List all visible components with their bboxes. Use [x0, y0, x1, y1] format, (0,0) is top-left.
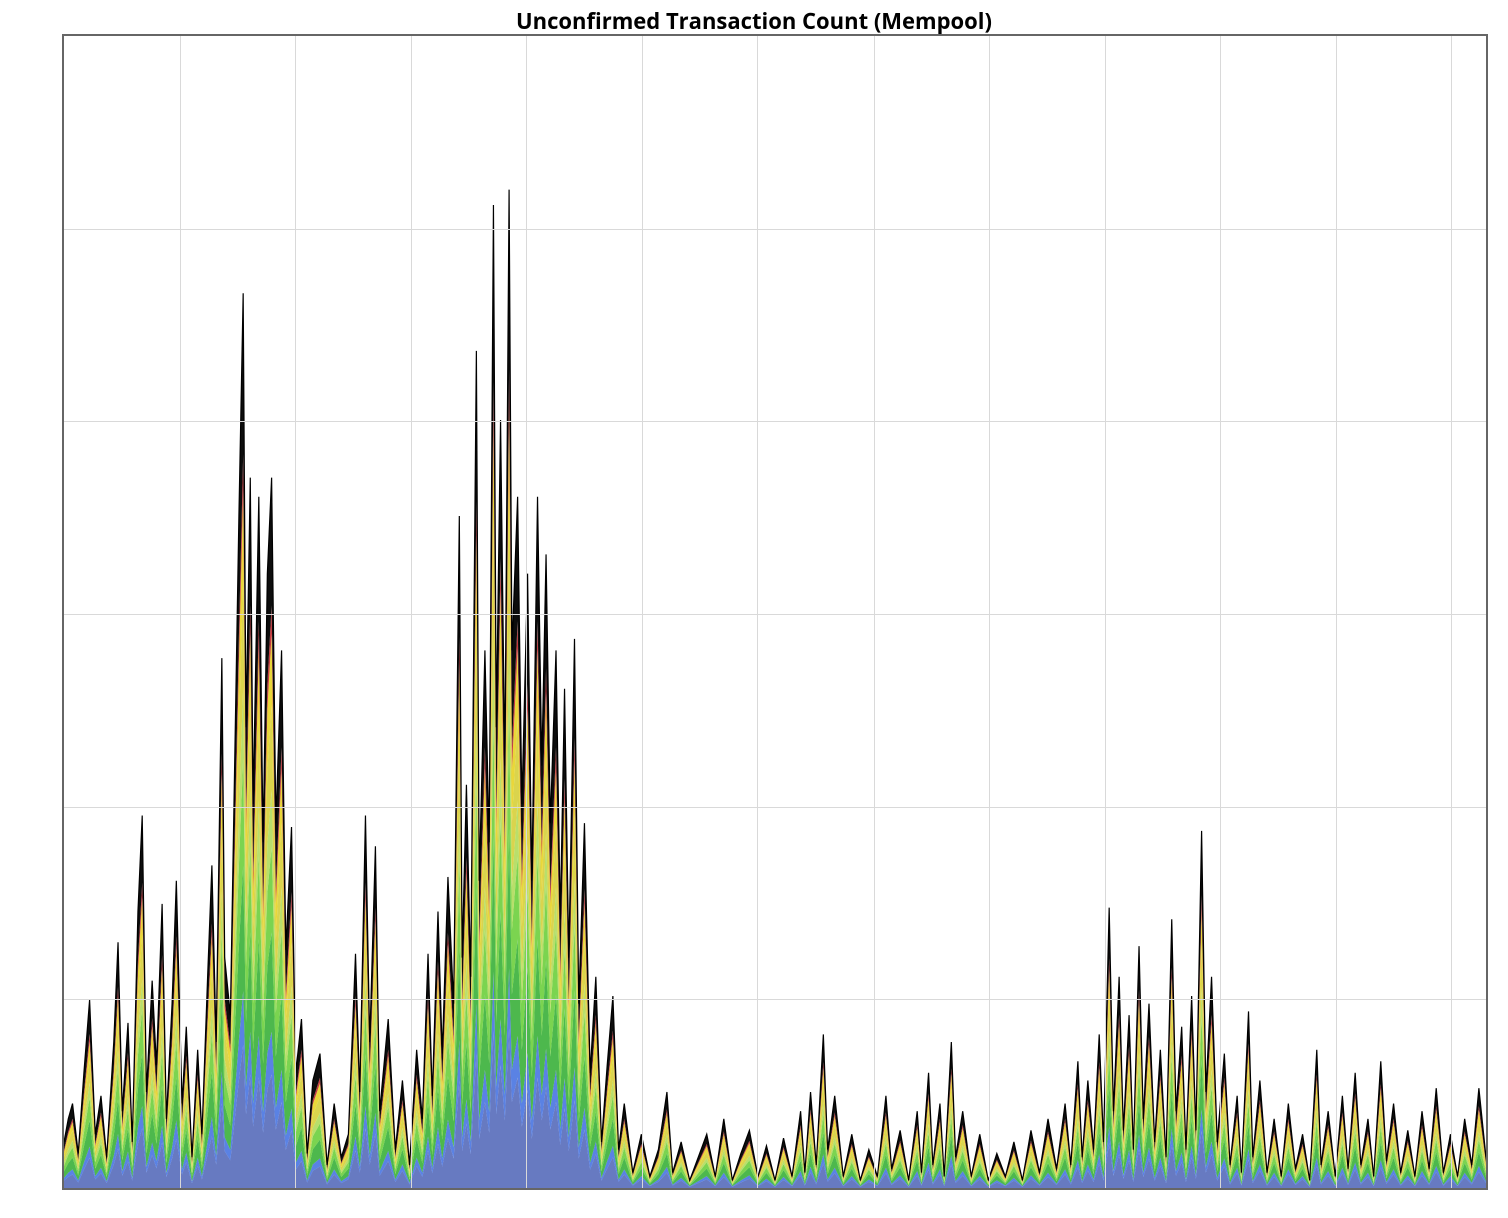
gridline-vertical — [180, 36, 181, 1188]
xtick-label: Jul 2018 — [728, 1188, 787, 1190]
ytick-label: 50000 — [62, 988, 64, 1010]
xtick-label: Jan 2019 — [958, 1188, 1022, 1190]
gridline-vertical — [874, 36, 875, 1188]
xtick-label: Jul 2017 — [266, 1188, 325, 1190]
gridline-vertical — [1336, 36, 1337, 1188]
ytick-label: 150000 — [62, 603, 64, 625]
ytick-label: 100000 — [62, 796, 64, 818]
xtick-label: Oct 2017 — [377, 1188, 444, 1190]
xtick-label: Jan 2020 — [1420, 1188, 1484, 1190]
gridline-vertical — [757, 36, 758, 1188]
gridline-horizontal — [64, 999, 1486, 1000]
gridline-vertical — [642, 36, 643, 1188]
plot-area[interactable]: 0 50000 100000 150000 200000 250000 300000 Jan … — [62, 34, 1488, 1190]
gridline-horizontal — [64, 421, 1486, 422]
ytick-label: 200000 — [62, 410, 64, 432]
ytick-label: 0 — [62, 1181, 64, 1190]
xtick-label: Jan 2018 — [494, 1188, 558, 1190]
xtick-label: Jul 2019 — [1191, 1188, 1250, 1190]
xtick-label: Apr 2017 — [146, 1188, 213, 1190]
gridline-horizontal — [64, 807, 1486, 808]
gridline-vertical — [411, 36, 412, 1188]
chart-title: Unconfirmed Transaction Count (Mempool) — [0, 6, 1508, 36]
gridline-vertical — [989, 36, 990, 1188]
xtick-label: Oct 2019 — [1303, 1188, 1370, 1190]
ytick-label: 250000 — [62, 218, 64, 240]
xtick-label: Apr 2018 — [608, 1188, 675, 1190]
ytick-label: 300000 — [62, 34, 64, 47]
gridline-vertical — [295, 36, 296, 1188]
chart-svg — [64, 36, 1486, 1188]
gridline-vertical — [526, 36, 527, 1188]
gridline-vertical — [1451, 36, 1452, 1188]
gridline-horizontal — [64, 229, 1486, 230]
xtick-label: Oct 2018 — [841, 1188, 908, 1190]
gridline-vertical — [1105, 36, 1106, 1188]
xtick-label: Apr 2019 — [1071, 1188, 1138, 1190]
mempool-chart-container: Unconfirmed Transaction Count (Mempool) … — [0, 0, 1508, 1218]
gridline-horizontal — [64, 614, 1486, 615]
xtick-label: Jan 2017 — [62, 1188, 96, 1190]
gridline-vertical — [1220, 36, 1221, 1188]
